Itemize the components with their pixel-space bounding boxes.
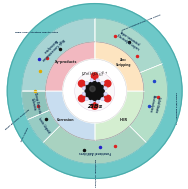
Circle shape (104, 92, 107, 96)
Circle shape (82, 86, 86, 90)
Wedge shape (22, 91, 49, 119)
Circle shape (7, 4, 182, 178)
Text: Ionic Liquid: Ionic Liquid (37, 116, 51, 134)
Circle shape (90, 86, 95, 91)
Wedge shape (45, 42, 95, 91)
Wedge shape (45, 91, 95, 140)
Text: Deep Eutectic Solvents: Deep Eutectic Solvents (5, 109, 30, 130)
Circle shape (82, 92, 86, 96)
Circle shape (90, 78, 94, 82)
Circle shape (78, 80, 85, 87)
Circle shape (101, 97, 104, 101)
Text: High Concentration
Electrolytes: High Concentration Electrolytes (38, 34, 65, 62)
Text: HER: HER (119, 118, 127, 122)
Wedge shape (95, 91, 144, 140)
Circle shape (85, 97, 89, 101)
Text: Solid-State
Electrolytes: Solid-State Electrolytes (148, 94, 160, 114)
Circle shape (91, 73, 98, 79)
Text: Functional Additives: Functional Additives (79, 150, 111, 154)
Circle shape (104, 86, 107, 90)
Text: Solid-State Electrolytes: Solid-State Electrolytes (174, 92, 176, 124)
Circle shape (91, 103, 98, 109)
Circle shape (78, 95, 85, 102)
Wedge shape (95, 18, 162, 73)
Circle shape (104, 95, 111, 102)
Wedge shape (43, 126, 146, 164)
Wedge shape (22, 18, 95, 91)
Circle shape (85, 81, 89, 85)
Text: By-products: By-products (55, 60, 77, 64)
Text: Deep Eutectic
Solvents: Deep Eutectic Solvents (29, 92, 42, 115)
Circle shape (85, 82, 104, 101)
Circle shape (96, 100, 99, 104)
Circle shape (63, 59, 127, 123)
Text: Super-saturated
Electrolyte Layers: Super-saturated Electrolyte Layers (116, 30, 142, 51)
Text: Ionic Liquid: Ionic Liquid (21, 127, 29, 142)
Circle shape (101, 81, 104, 85)
Text: Zinc
Stripping: Zinc Stripping (116, 58, 131, 67)
Wedge shape (28, 110, 60, 143)
Circle shape (104, 80, 111, 87)
Wedge shape (129, 64, 168, 143)
Circle shape (90, 100, 94, 104)
Text: $[Zn(H_2O)_6]^{2+}$: $[Zn(H_2O)_6]^{2+}$ (81, 69, 108, 79)
Text: High Concentration Electrolytes: High Concentration Electrolytes (15, 32, 58, 33)
Text: Corrosion: Corrosion (57, 118, 75, 122)
Text: ZIBs: ZIBs (87, 104, 102, 109)
Circle shape (96, 78, 99, 82)
Wedge shape (22, 91, 49, 119)
Text: Functional Additives: Functional Additives (94, 159, 95, 187)
Text: Super-saturated Electrolyte Layers: Super-saturated Electrolyte Layers (121, 14, 160, 31)
Wedge shape (95, 42, 144, 91)
Circle shape (75, 71, 115, 111)
